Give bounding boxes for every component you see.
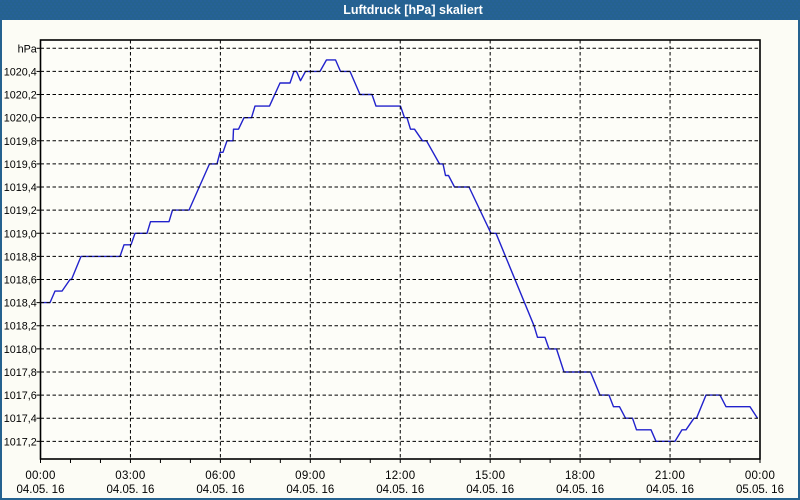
svg-text:05.05. 16: 05.05. 16: [736, 484, 784, 496]
svg-text:12:00: 12:00: [385, 470, 415, 482]
svg-text:hPa: hPa: [18, 43, 37, 55]
svg-text:04.05. 16: 04.05. 16: [286, 484, 334, 496]
svg-text:1018,2: 1018,2: [4, 321, 37, 333]
svg-text:1017,8: 1017,8: [4, 367, 37, 379]
svg-text:15:00: 15:00: [475, 470, 505, 482]
svg-text:04.05. 16: 04.05. 16: [466, 484, 514, 496]
svg-text:1017,2: 1017,2: [4, 436, 37, 448]
svg-text:1017,4: 1017,4: [4, 413, 37, 425]
svg-text:1019,8: 1019,8: [4, 136, 37, 148]
svg-text:03:00: 03:00: [115, 470, 145, 482]
svg-text:04.05. 16: 04.05. 16: [17, 484, 65, 496]
svg-text:06:00: 06:00: [205, 470, 235, 482]
svg-text:04.05. 16: 04.05. 16: [646, 484, 694, 496]
svg-text:1019,4: 1019,4: [4, 182, 37, 194]
svg-text:1019,0: 1019,0: [4, 228, 37, 240]
svg-text:04.05. 16: 04.05. 16: [196, 484, 244, 496]
svg-text:1018,6: 1018,6: [4, 275, 37, 287]
svg-text:04.05. 16: 04.05. 16: [376, 484, 424, 496]
svg-text:1017,6: 1017,6: [4, 390, 37, 402]
svg-text:09:00: 09:00: [295, 470, 325, 482]
svg-text:1019,6: 1019,6: [4, 159, 37, 171]
svg-text:1020,2: 1020,2: [4, 90, 37, 102]
svg-text:00:00: 00:00: [745, 470, 775, 482]
svg-text:1018,0: 1018,0: [4, 344, 37, 356]
svg-text:18:00: 18:00: [565, 470, 595, 482]
svg-text:1018,4: 1018,4: [4, 298, 37, 310]
svg-text:04.05. 16: 04.05. 16: [556, 484, 604, 496]
svg-text:21:00: 21:00: [655, 470, 685, 482]
svg-text:00:00: 00:00: [25, 470, 55, 482]
svg-text:1018,8: 1018,8: [4, 251, 37, 263]
svg-text:04.05. 16: 04.05. 16: [106, 484, 154, 496]
svg-text:1020,4: 1020,4: [4, 66, 37, 78]
svg-text:1020,0: 1020,0: [4, 113, 37, 125]
svg-text:1019,2: 1019,2: [4, 205, 37, 217]
